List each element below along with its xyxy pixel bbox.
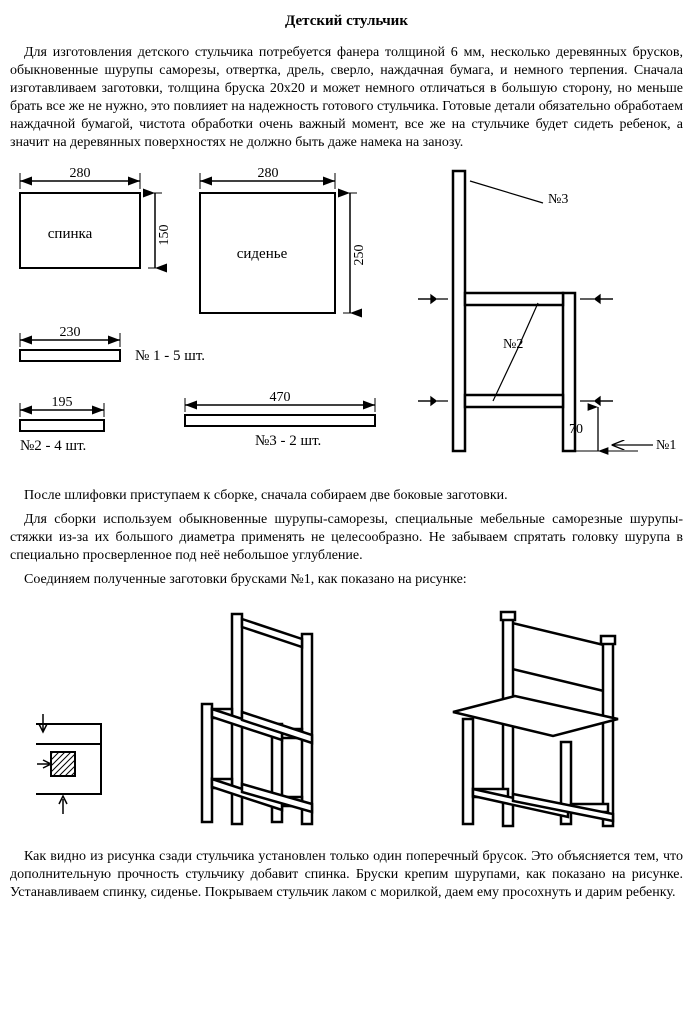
screw-detail (31, 684, 121, 834)
bar2-length: 195 (52, 395, 73, 410)
bar2-label: №2 - 4 шт. (20, 438, 86, 454)
backrest-label: спинка (48, 226, 93, 242)
ref1-label: №1 (656, 438, 676, 453)
parts-drawing: 280 спинка 150 280 сиденье (10, 163, 390, 473)
chair-frame-iso (162, 604, 382, 834)
seat-height: 250 (352, 244, 367, 265)
paragraph-intro: Для изготовления детского стульчика потр… (10, 44, 683, 153)
bar3-length: 470 (270, 390, 291, 405)
bar1-length: 230 (60, 325, 81, 340)
paragraph-4: Соединяем полученные заготовки брусками … (10, 571, 683, 589)
backrest-width: 280 (70, 166, 91, 181)
chair-complete-iso (423, 604, 663, 834)
paragraph-2: После шлифовки приступаем к сборке, снач… (10, 487, 683, 505)
ref2-label: №2 (503, 337, 523, 352)
technical-drawings-row1: 280 спинка 150 280 сиденье (10, 163, 683, 473)
paragraph-3: Для сборки используем обыкновенные шуруп… (10, 511, 683, 566)
bar3-label: №3 - 2 шт. (255, 433, 321, 449)
chair-sideview: №3 №2 70 №1 (398, 163, 688, 473)
seat-width: 280 (258, 166, 279, 181)
bar1-label: № 1 - 5 шт. (135, 348, 205, 364)
seat-label: сиденье (237, 246, 288, 262)
ground-clearance: 70 (569, 422, 583, 437)
ref3-label: №3 (548, 192, 568, 207)
paragraph-5: Как видно из рисунка сзади стульчика уст… (10, 848, 683, 903)
backrest-height: 150 (157, 224, 172, 245)
assembly-drawings-row (10, 604, 683, 834)
document-title: Детский стульчик (10, 12, 683, 32)
